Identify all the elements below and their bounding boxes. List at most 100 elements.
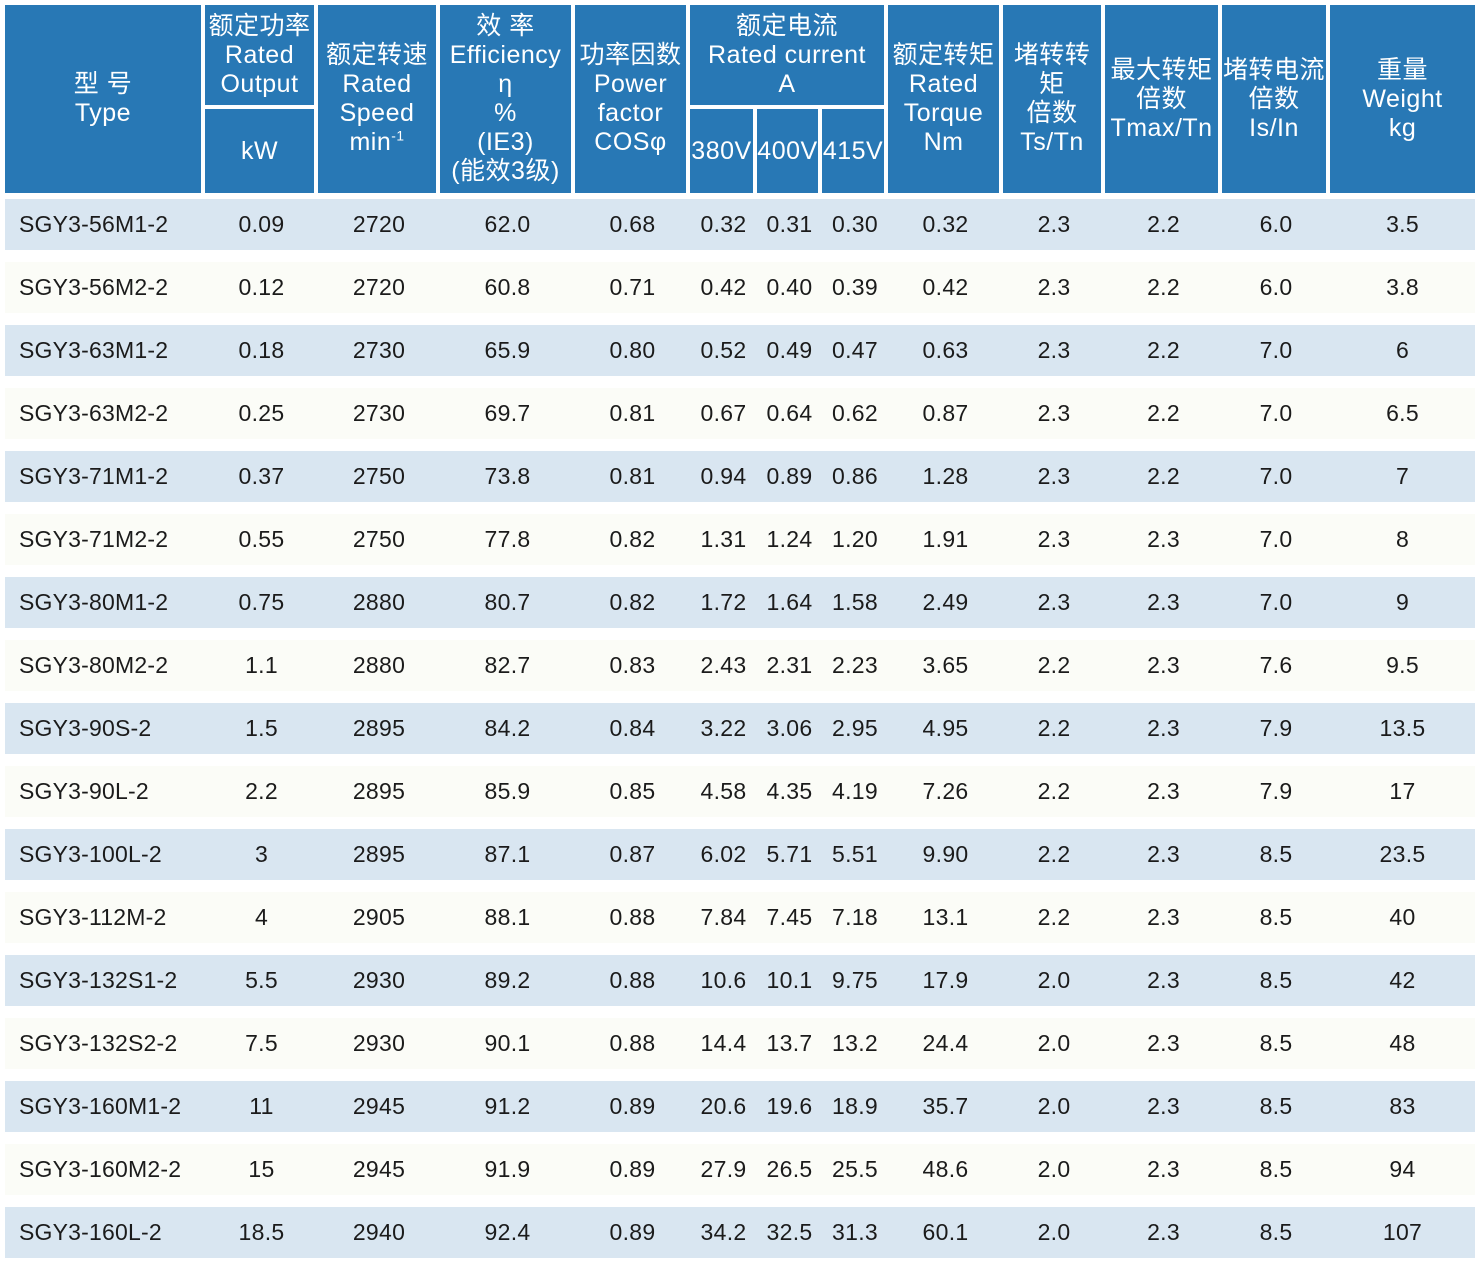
cell-ts_tn: 2.0	[1003, 1075, 1106, 1138]
spec-table-body: SGY3-56M1-2 0.09 2720 62.0 0.68 0.32 0.31 0.30 0…	[5, 193, 1476, 1264]
cell-model: SGY3-160M2-2	[5, 1138, 205, 1201]
cell-current_400v_a: 0.40	[757, 256, 822, 319]
cell-ts_tn: 2.3	[1003, 382, 1106, 445]
cell-ts_tn: 2.3	[1003, 193, 1106, 256]
cell-is_in: 7.0	[1222, 508, 1331, 571]
cell-weight_kg: 107	[1330, 1201, 1476, 1264]
header-efficiency-zh: 效 率	[476, 12, 535, 40]
cell-tmax_tn: 2.3	[1105, 508, 1223, 571]
cell-current_415v_a: 0.30	[822, 193, 889, 256]
cell-power_factor_cos: 0.80	[575, 319, 690, 382]
header-rated-output-en1: Rated	[224, 40, 295, 69]
col-subheader-380v: 380V	[690, 109, 757, 193]
header-weight-unit: kg	[1388, 113, 1417, 142]
cell-model: SGY3-56M1-2	[5, 193, 205, 256]
col-header-efficiency: 效 率 Efficiency η % (IE3) (能效3级)	[440, 5, 575, 193]
cell-efficiency_pct: 82.7	[440, 634, 575, 697]
cell-efficiency_pct: 69.7	[440, 382, 575, 445]
header-lr-current-zh1: 堵转电流	[1223, 55, 1326, 84]
cell-current_380v_a: 34.2	[690, 1201, 757, 1264]
cell-weight_kg: 48	[1330, 1012, 1476, 1075]
cell-rated_output_kw: 0.09	[205, 193, 318, 256]
cell-model: SGY3-63M1-2	[5, 319, 205, 382]
table-row: SGY3-80M1-2 0.75 2880 80.7 0.82 1.72 1.64 1.58 2…	[5, 571, 1476, 634]
cell-weight_kg: 42	[1330, 949, 1476, 1012]
cell-model: SGY3-63M2-2	[5, 382, 205, 445]
cell-current_415v_a: 31.3	[822, 1201, 889, 1264]
cell-current_415v_a: 9.75	[822, 949, 889, 1012]
cell-efficiency_pct: 91.9	[440, 1138, 575, 1201]
table-row: SGY3-71M2-2 0.55 2750 77.8 0.82 1.31 1.24 1.20 1…	[5, 508, 1476, 571]
cell-tmax_tn: 2.3	[1105, 1075, 1223, 1138]
cell-is_in: 7.9	[1222, 697, 1331, 760]
cell-power_factor_cos: 0.88	[575, 949, 690, 1012]
cell-tmax_tn: 2.3	[1105, 886, 1223, 949]
cell-rated_output_kw: 0.25	[205, 382, 318, 445]
header-rated-output-zh: 额定功率	[208, 11, 311, 40]
cell-rated_speed_min-1: 2895	[318, 823, 440, 886]
header-rated-torque-en2: Torque	[903, 99, 984, 127]
col-subheader-415v: 415V	[822, 109, 889, 193]
cell-is_in: 7.0	[1222, 445, 1331, 508]
cell-is_in: 7.0	[1222, 382, 1331, 445]
table-row: SGY3-100L-2 3 2895 87.1 0.87 6.02 5.71 5.51 9.90…	[5, 823, 1476, 886]
cell-rated_output_kw: 15	[205, 1138, 318, 1201]
cell-current_415v_a: 13.2	[822, 1012, 889, 1075]
cell-efficiency_pct: 80.7	[440, 571, 575, 634]
header-lr-current-zh2: 倍数	[1248, 84, 1300, 113]
cell-model: SGY3-100L-2	[5, 823, 205, 886]
cell-power_factor_cos: 0.89	[575, 1138, 690, 1201]
cell-rated_torque_nm: 3.65	[888, 634, 1004, 697]
cell-power_factor_cos: 0.82	[575, 508, 690, 571]
cell-rated_torque_nm: 17.9	[888, 949, 1004, 1012]
col-header-type: 型 号 Type	[5, 5, 205, 193]
cell-current_380v_a: 1.31	[690, 508, 757, 571]
col-header-power-factor: 功率因数 Power factor COSφ	[575, 5, 690, 193]
header-rated-speed-en1: Rated	[342, 70, 412, 98]
col-header-rated-speed: 额定转速 Rated Speed min-1	[318, 5, 440, 193]
header-lr-current-symbol: Is/In	[1249, 113, 1299, 142]
cell-is_in: 8.5	[1222, 1012, 1331, 1075]
cell-rated_speed_min-1: 2880	[318, 571, 440, 634]
cell-efficiency_pct: 84.2	[440, 697, 575, 760]
cell-ts_tn: 2.2	[1003, 697, 1106, 760]
header-efficiency-unit: %	[494, 99, 517, 127]
header-type-zh: 型 号	[73, 70, 133, 98]
cell-current_380v_a: 0.32	[690, 193, 757, 256]
cell-weight_kg: 94	[1330, 1138, 1476, 1201]
cell-power_factor_cos: 0.88	[575, 886, 690, 949]
cell-ts_tn: 2.3	[1003, 571, 1106, 634]
table-row: SGY3-132S1-2 5.5 2930 89.2 0.88 10.6 10.1 9.75 1…	[5, 949, 1476, 1012]
cell-efficiency_pct: 90.1	[440, 1012, 575, 1075]
header-output-unit: kW	[240, 136, 279, 165]
cell-tmax_tn: 2.2	[1105, 256, 1223, 319]
cell-rated_output_kw: 0.18	[205, 319, 318, 382]
cell-rated_output_kw: 2.2	[205, 760, 318, 823]
cell-ts_tn: 2.3	[1003, 508, 1106, 571]
cell-rated_speed_min-1: 2905	[318, 886, 440, 949]
cell-model: SGY3-90S-2	[5, 697, 205, 760]
col-header-weight: 重量 Weight kg	[1330, 5, 1476, 193]
cell-current_400v_a: 13.7	[757, 1012, 822, 1075]
cell-current_380v_a: 10.6	[690, 949, 757, 1012]
cell-current_380v_a: 3.22	[690, 697, 757, 760]
cell-tmax_tn: 2.3	[1105, 823, 1223, 886]
cell-rated_torque_nm: 0.63	[888, 319, 1004, 382]
table-row: SGY3-160L-2 18.5 2940 92.4 0.89 34.2 32.5 31.3 6…	[5, 1201, 1476, 1264]
cell-efficiency_pct: 85.9	[440, 760, 575, 823]
table-row: SGY3-71M1-2 0.37 2750 73.8 0.81 0.94 0.89 0.86 1…	[5, 445, 1476, 508]
cell-current_380v_a: 4.58	[690, 760, 757, 823]
cell-is_in: 7.0	[1222, 571, 1331, 634]
cell-weight_kg: 13.5	[1330, 697, 1476, 760]
cell-weight_kg: 17	[1330, 760, 1476, 823]
cell-rated_speed_min-1: 2940	[318, 1201, 440, 1264]
header-weight-zh: 重量	[1377, 55, 1429, 84]
col-header-max-torque: 最大转矩 倍数 Tmax/Tn	[1105, 5, 1223, 193]
cell-rated_output_kw: 1.5	[205, 697, 318, 760]
speed-unit-sup: -1	[391, 128, 405, 144]
cell-rated_output_kw: 18.5	[205, 1201, 318, 1264]
cell-current_415v_a: 0.47	[822, 319, 889, 382]
cell-ts_tn: 2.3	[1003, 445, 1106, 508]
cell-current_380v_a: 0.42	[690, 256, 757, 319]
col-header-rated-current: 额定电流 Rated current A	[690, 5, 889, 109]
